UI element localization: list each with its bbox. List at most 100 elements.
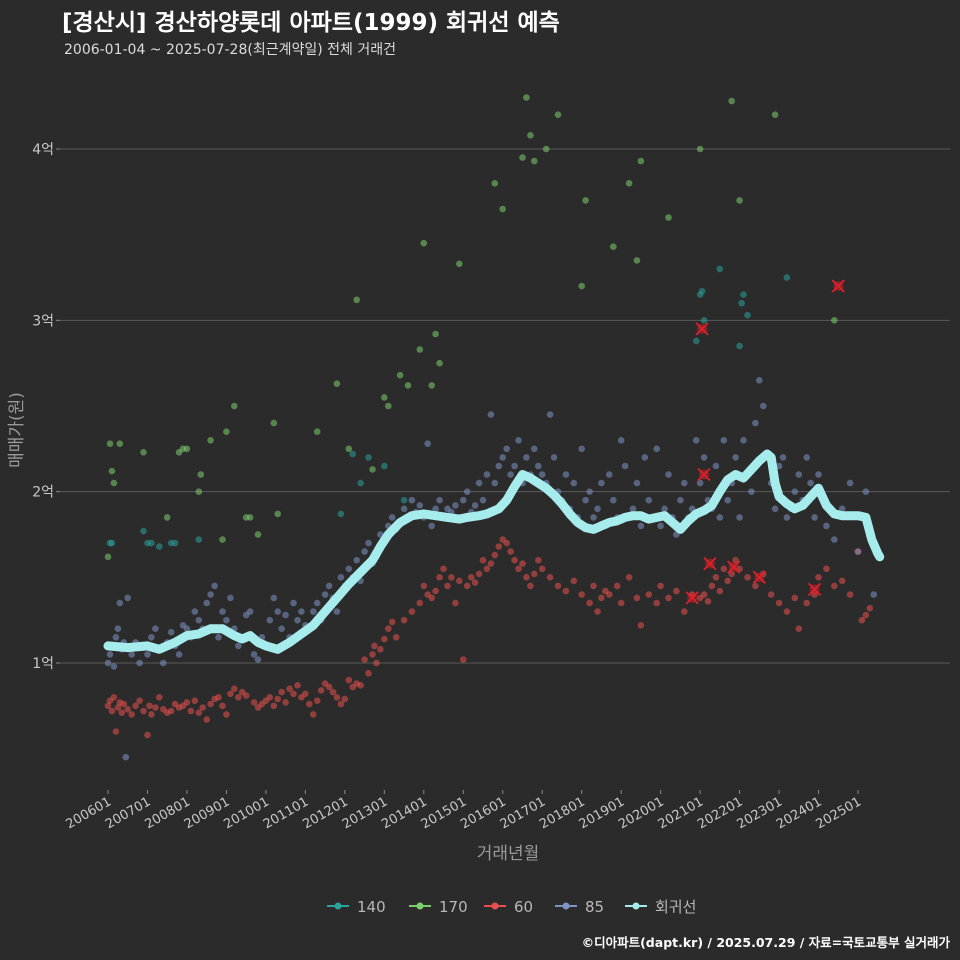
data-point	[562, 471, 570, 478]
data-point	[586, 488, 593, 496]
data-point	[140, 707, 147, 715]
highlight-cross-b	[685, 591, 699, 605]
data-point	[199, 704, 206, 711]
data-point	[148, 634, 155, 641]
data-point	[148, 711, 155, 718]
data-point	[144, 731, 151, 739]
data-point	[148, 539, 155, 547]
data-point	[546, 574, 554, 581]
data-point	[665, 594, 672, 602]
data-point	[756, 377, 763, 384]
legend: 140 170 60 85 회귀선	[327, 898, 696, 916]
highlight-cross-b	[752, 570, 766, 584]
data-point	[270, 594, 278, 602]
data-point	[428, 594, 436, 602]
data-point	[116, 599, 124, 607]
data-point	[361, 548, 368, 555]
data-point	[716, 587, 724, 595]
data-point	[463, 582, 471, 590]
data-point	[783, 608, 791, 615]
data-point	[775, 462, 783, 470]
data-point	[617, 437, 625, 444]
data-point	[531, 570, 538, 578]
data-point	[357, 479, 364, 487]
data-point	[122, 753, 130, 761]
series-170	[104, 94, 838, 561]
data-point	[369, 466, 376, 473]
data-point	[353, 556, 361, 564]
data-point	[677, 496, 684, 504]
data-point	[744, 311, 751, 319]
data-point	[562, 587, 570, 595]
highlight-cross-b	[727, 560, 741, 574]
highlight-cross-b	[695, 322, 709, 336]
data-point	[114, 625, 122, 632]
data-point	[424, 440, 432, 448]
highlight-marker	[703, 556, 717, 571]
data-point	[329, 688, 337, 696]
data-point	[606, 471, 613, 478]
data-point	[306, 700, 313, 708]
data-point	[128, 711, 135, 718]
data-point	[708, 582, 716, 590]
data-point	[416, 599, 424, 607]
data-point	[815, 574, 822, 581]
data-point	[381, 394, 388, 401]
data-point	[310, 711, 317, 718]
data-point	[499, 205, 507, 213]
data-point	[183, 699, 191, 706]
legend-swatch-dot	[334, 902, 342, 910]
data-point	[519, 154, 526, 161]
data-point	[681, 608, 688, 615]
data-point	[831, 317, 838, 324]
data-point	[499, 454, 507, 461]
data-point	[531, 157, 538, 165]
data-point	[108, 539, 116, 547]
data-point	[807, 479, 814, 487]
data-point	[365, 539, 372, 547]
data-point	[254, 531, 262, 538]
highlight-marker	[807, 582, 822, 596]
data-point	[823, 522, 830, 530]
data-point	[720, 565, 728, 573]
data-point	[345, 565, 353, 573]
data-point	[594, 505, 601, 513]
chart-title: [경산시] 경산하양롯데 아파트(1999) 회귀선 예측	[62, 10, 560, 36]
data-point	[337, 700, 345, 708]
data-point	[428, 522, 436, 530]
data-point	[104, 659, 112, 667]
data-point	[175, 651, 183, 658]
data-point	[110, 694, 118, 701]
data-point	[724, 496, 731, 504]
data-point	[523, 454, 530, 461]
data-point	[207, 700, 214, 708]
y-axis-ticks: 1억 2억 3억 4억	[32, 142, 60, 672]
data-point	[400, 616, 408, 624]
data-point	[866, 604, 874, 612]
data-point	[345, 676, 353, 684]
series-140	[106, 265, 791, 550]
data-point	[791, 594, 799, 602]
data-point	[637, 522, 645, 530]
data-point	[535, 462, 542, 470]
data-point	[471, 579, 479, 586]
data-point	[463, 488, 471, 496]
data-point	[531, 445, 538, 453]
legend-item-170: 170	[409, 898, 468, 916]
data-point	[613, 582, 621, 590]
data-point	[223, 711, 230, 718]
data-point	[227, 594, 234, 602]
chart-caption: ©디아파트(dapt.kr) / 2025.07.29 / 자료=국토교통부 실…	[582, 935, 951, 950]
data-point	[223, 616, 230, 624]
data-point	[195, 536, 203, 543]
data-point	[274, 608, 282, 615]
data-point	[617, 599, 625, 607]
data-point	[353, 296, 361, 304]
data-point	[815, 471, 822, 478]
data-point	[456, 260, 463, 268]
data-point	[325, 683, 333, 691]
data-point	[775, 599, 783, 607]
data-point	[582, 496, 589, 504]
data-point	[282, 699, 289, 706]
data-point	[720, 437, 728, 444]
